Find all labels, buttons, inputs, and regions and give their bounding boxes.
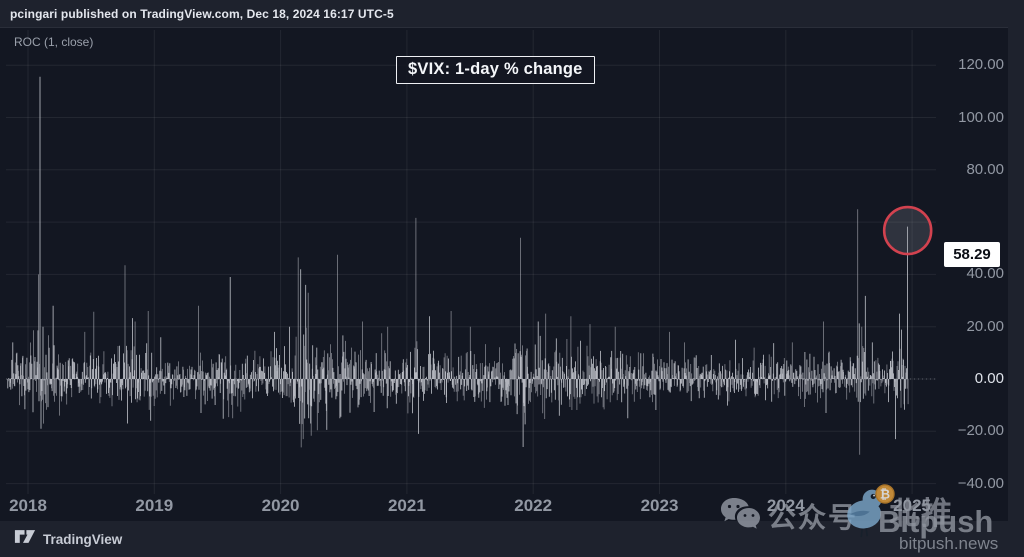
y-axis-label: −20.00 [957, 422, 1004, 440]
right-margin-strip [1008, 27, 1024, 521]
chart-title-annotation[interactable]: $VIX: 1-day % change [396, 56, 595, 84]
roc-bars [7, 76, 908, 447]
chart-pane[interactable]: ROC (1, close) $VIX: 1-day % change 120.… [0, 27, 1008, 521]
y-axis-label: 100.00 [958, 108, 1004, 126]
attribution-bar: pcingari published on TradingView.com, D… [0, 0, 1024, 27]
x-axis-label: 2023 [640, 496, 679, 515]
highlight-circle-annotation[interactable] [882, 205, 933, 256]
y-axis-label: −40.00 [957, 474, 1004, 492]
x-axis-label: 2021 [387, 496, 426, 515]
x-axis-label: 2022 [514, 496, 553, 515]
y-axis-label: 20.00 [966, 317, 1004, 335]
y-axis-label: 0.00 [974, 370, 1004, 387]
x-axis-label: 2018 [9, 496, 47, 515]
price-chart-canvas[interactable] [0, 28, 1008, 522]
indicator-label: ROC (1, close) [14, 35, 94, 49]
y-axis-label: 80.00 [966, 160, 1004, 178]
attribution-text: pcingari published on TradingView.com, D… [10, 6, 394, 21]
last-price-badge: 58.29 [944, 241, 1000, 267]
y-axis-label: 120.00 [958, 56, 1004, 74]
footer-bar: TradingView [0, 521, 1024, 557]
x-axis-label: 2024 [766, 496, 805, 515]
tradingview-brand-text[interactable]: TradingView [43, 531, 123, 547]
x-axis-label: 2019 [135, 496, 174, 515]
x-axis-label: 2020 [261, 496, 300, 515]
roc-bars [7, 209, 909, 455]
tradingview-logo-icon[interactable] [14, 529, 36, 549]
y-axis-label: 40.00 [966, 265, 1004, 283]
x-axis-label: 2025 [893, 496, 931, 515]
